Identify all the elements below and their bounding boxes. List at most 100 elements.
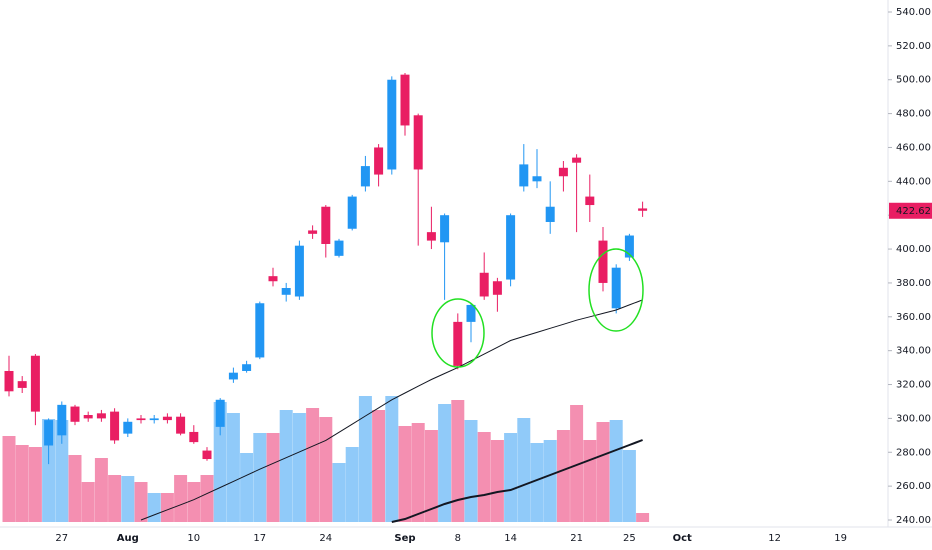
axes: 240.00 260.00 280.00 300.00 320.00 340.00 360.… — [55, 7, 932, 544]
y-tick-label: 480.00 — [896, 109, 931, 120]
x-tick-label: 10 — [187, 533, 200, 544]
x-tick-label: Sep — [394, 533, 415, 544]
volume-bar — [345, 447, 359, 522]
y-tick-label: 340.00 — [896, 346, 931, 357]
x-tick-label: 27 — [55, 533, 68, 544]
last-price-label: 422.62 — [896, 206, 931, 217]
candle-body — [479, 272, 489, 297]
candle-body — [611, 267, 621, 309]
x-tick-label: 14 — [504, 533, 517, 544]
volume-bar — [451, 400, 465, 522]
x-tick-label: 17 — [253, 533, 266, 544]
volume-bar — [596, 422, 610, 522]
volume-bar — [160, 493, 174, 522]
candle-body — [400, 74, 410, 126]
volume-bar — [411, 423, 425, 522]
y-tick-label: 280.00 — [896, 447, 931, 458]
x-tick-label: 8 — [455, 533, 461, 544]
volume-bar — [306, 408, 320, 522]
candle-body — [17, 381, 27, 388]
x-tick-label: 12 — [768, 533, 781, 544]
y-tick-label: 540.00 — [896, 7, 931, 18]
candle-body — [572, 157, 582, 163]
candle-body — [519, 164, 529, 187]
candle-body — [110, 411, 120, 441]
candle-body — [374, 147, 384, 175]
volume-bar — [187, 482, 201, 522]
candle-body — [242, 364, 252, 371]
candle-body — [453, 321, 463, 366]
volume-bar — [253, 433, 267, 522]
candle-body — [294, 245, 304, 297]
volume-bar — [134, 482, 148, 522]
candle-body — [136, 418, 146, 421]
candle-body — [308, 230, 318, 234]
volume-bar — [530, 443, 544, 522]
y-tick-label: 300.00 — [896, 413, 931, 424]
candle-body — [598, 240, 608, 283]
x-tick-label: 21 — [570, 533, 583, 544]
candle-body — [360, 166, 370, 187]
volume-bar — [147, 493, 161, 522]
y-tick-label: 500.00 — [896, 75, 931, 86]
candle-body — [440, 215, 450, 243]
volume-bar — [636, 513, 650, 522]
volume-bar — [200, 475, 214, 522]
volume-bar — [583, 440, 597, 522]
candle-body — [347, 196, 357, 229]
volume-bar — [94, 458, 108, 522]
candle-body — [149, 418, 159, 421]
candle-body — [638, 208, 648, 211]
candle-body — [413, 115, 423, 170]
volume-bar — [15, 445, 29, 522]
volume-bar — [424, 430, 438, 522]
volume-bar — [292, 413, 306, 522]
candle-body — [321, 206, 331, 244]
candle-body — [268, 276, 278, 282]
candle-body — [83, 415, 93, 419]
y-tick-label: 520.00 — [896, 41, 931, 52]
volume-bar — [213, 402, 227, 522]
candle-body — [492, 281, 502, 295]
volume-pane — [2, 396, 650, 523]
candle-body — [255, 303, 265, 358]
volume-bar — [464, 420, 478, 522]
y-tick-label: 440.00 — [896, 176, 931, 187]
volume-bar — [504, 433, 518, 522]
volume-bar — [372, 410, 386, 522]
candle-body — [558, 167, 568, 177]
candle-body — [123, 421, 133, 434]
candle-body — [585, 196, 595, 206]
volume-bar — [385, 396, 399, 522]
volume-ma-line — [391, 439, 643, 523]
volume-bar — [319, 417, 333, 522]
candle-body — [466, 304, 476, 322]
candle-body — [70, 406, 80, 422]
volume-bar — [226, 413, 240, 522]
volume-bar — [490, 440, 504, 522]
volume-bar — [332, 463, 346, 522]
candle-body — [202, 450, 212, 460]
candle-body — [189, 431, 199, 443]
volume-bar — [398, 426, 412, 522]
volume-bar — [81, 482, 95, 522]
last-price-box — [889, 202, 932, 219]
y-tick-label: 240.00 — [896, 515, 931, 526]
volume-bar — [622, 450, 636, 522]
y-tick-label: 260.00 — [896, 481, 931, 492]
volume-bar — [556, 430, 570, 522]
candle-body — [426, 232, 436, 241]
candle-body — [162, 416, 172, 421]
x-tick-label: 24 — [319, 533, 332, 544]
highlight-circle — [588, 248, 644, 332]
candle-body — [281, 288, 291, 295]
volume-bar — [438, 404, 452, 522]
volume-bar — [28, 447, 42, 522]
volume-bar — [68, 455, 82, 522]
x-tick-label: 25 — [623, 533, 636, 544]
volume-bar — [477, 432, 491, 522]
candle-body — [215, 399, 225, 427]
volume-bar — [108, 475, 122, 522]
candle-body — [228, 372, 238, 380]
